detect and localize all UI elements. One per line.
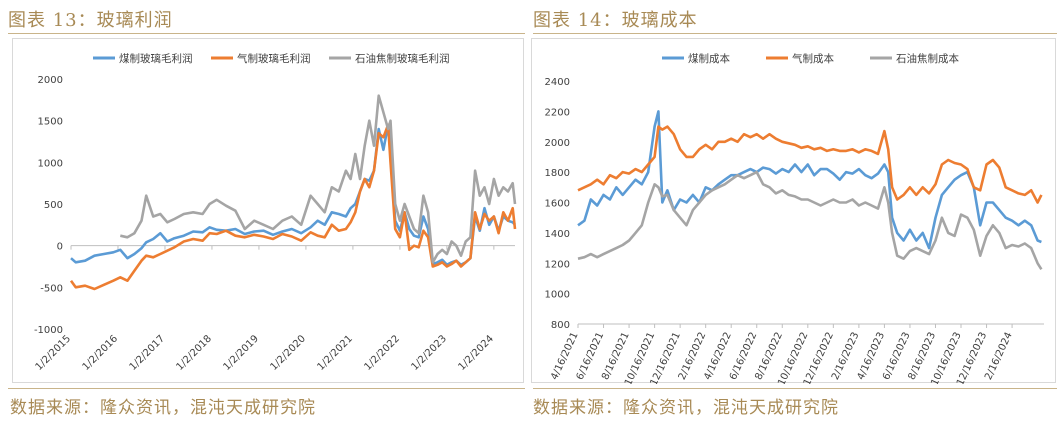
y-tick-label: 2400 (545, 77, 570, 88)
series-line (577, 170, 1043, 270)
y-tick-label: 1600 (545, 199, 570, 210)
right-title-rule (533, 33, 1057, 34)
left-chart-frame: -1000 -500 0 500 1000 1500 2000 1/2/2015 1/2/201… (12, 38, 524, 383)
y-tick-label: 1500 (38, 117, 63, 128)
series-line (70, 123, 516, 267)
legend-label: 石油焦制玻璃毛利润 (355, 52, 450, 65)
right-figure-source: 数据来源：隆众资讯，混沌天成研究院 (533, 398, 839, 418)
x-tick-label: 1/2/2016 (81, 333, 121, 373)
y-tick-label: 1400 (545, 229, 570, 240)
x-tick-label: 1/2/2015 (34, 333, 74, 373)
series-line (69, 123, 517, 291)
left-figure-source: 数据来源：隆众资讯，混沌天成研究院 (10, 398, 316, 418)
legend-label: 石油焦制成本 (896, 52, 959, 65)
y-tick-label: 800 (551, 320, 570, 331)
x-tick-label: 2/16/2024 (983, 331, 1015, 382)
x-tick-label: 1/2/2021 (315, 333, 355, 373)
left-bottom-rule (8, 388, 525, 389)
right-bottom-rule (533, 388, 1057, 389)
x-tick-label: 1/2/2020 (268, 333, 308, 373)
y-tick-label: 2000 (38, 75, 63, 86)
x-tick-label: 1/2/2024 (456, 333, 496, 373)
legend-label: 气制玻璃毛利润 (237, 52, 311, 65)
right-chart-frame: 800 1000 1200 1400 1600 1800 2000 2200 2400 4/16/… (531, 38, 1056, 384)
y-tick-label: 2000 (545, 138, 570, 149)
y-tick-label: -1000 (34, 325, 63, 336)
x-tick-label: 1/2/2022 (362, 333, 402, 373)
legend-label: 气制成本 (792, 52, 834, 65)
legend-label: 煤制玻璃毛利润 (119, 52, 193, 65)
series-line (577, 110, 1042, 250)
x-tick-label: 1/2/2017 (128, 333, 168, 373)
y-tick-label: 0 (57, 242, 63, 253)
x-tick-label: 1/2/2023 (409, 333, 449, 373)
y-tick-label: 1200 (545, 259, 570, 270)
x-tick-label: 1/2/2019 (222, 333, 262, 373)
series-line (120, 94, 517, 264)
y-tick-label: 1000 (38, 158, 63, 169)
series-line (577, 125, 1043, 204)
y-tick-label: 1800 (545, 168, 570, 179)
x-tick-label: 1/2/2018 (175, 333, 215, 373)
y-tick-label: 1000 (545, 290, 570, 301)
left-title-rule (8, 33, 525, 34)
y-tick-label: 2200 (545, 107, 570, 118)
y-tick-label: -500 (40, 283, 63, 294)
left-figure-title: 图表 13：玻璃利润 (8, 10, 173, 31)
cost-line-chart: 800100012001400160018002000220024004/16/… (545, 52, 1044, 384)
legend-label: 煤制成本 (688, 52, 730, 65)
y-tick-label: 500 (44, 200, 63, 211)
right-figure-title: 图表 14：玻璃成本 (533, 10, 698, 31)
